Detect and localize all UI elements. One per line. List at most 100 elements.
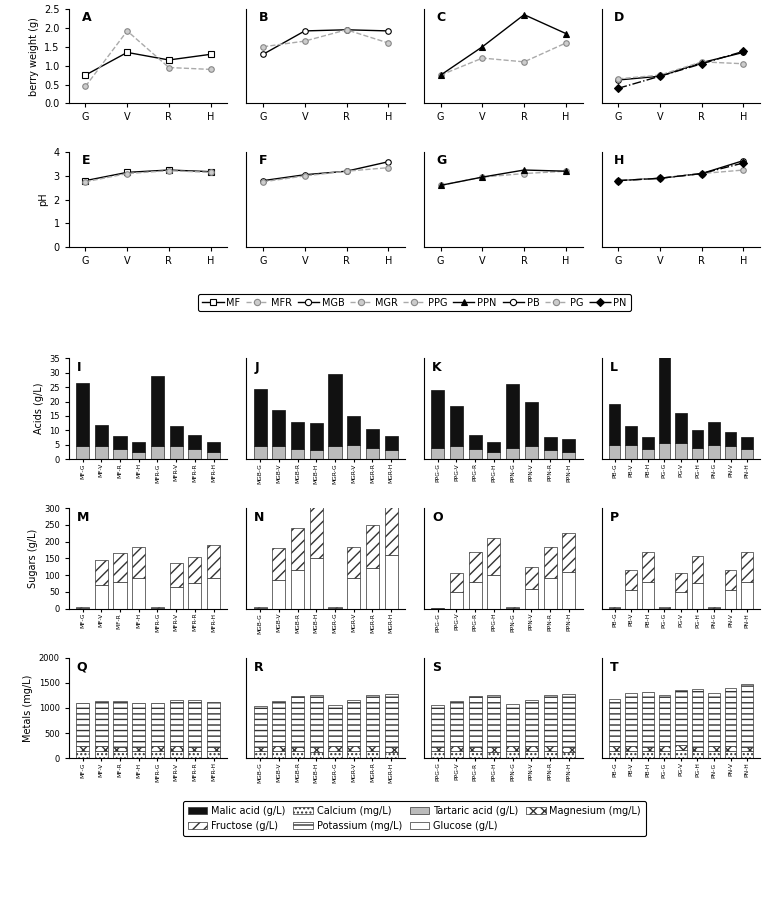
- Bar: [675, 745, 687, 750]
- Bar: [450, 701, 463, 746]
- Bar: [562, 751, 575, 759]
- Bar: [431, 747, 445, 751]
- Bar: [487, 695, 500, 748]
- Y-axis label: Metals (mg/L): Metals (mg/L): [23, 674, 33, 741]
- Bar: [384, 748, 398, 751]
- Bar: [188, 584, 202, 609]
- Bar: [626, 590, 637, 609]
- Bar: [487, 751, 500, 759]
- Bar: [151, 703, 164, 746]
- Text: P: P: [610, 511, 619, 524]
- Bar: [384, 555, 398, 609]
- Bar: [506, 607, 520, 608]
- Bar: [487, 538, 500, 575]
- Bar: [725, 432, 736, 446]
- Bar: [113, 436, 127, 449]
- Bar: [384, 751, 398, 759]
- Bar: [642, 552, 653, 582]
- Bar: [506, 608, 520, 609]
- Text: O: O: [432, 511, 442, 524]
- Bar: [450, 592, 463, 609]
- Bar: [309, 695, 323, 748]
- Bar: [347, 416, 361, 445]
- Bar: [347, 701, 361, 746]
- Bar: [506, 751, 520, 759]
- Bar: [329, 705, 342, 746]
- Bar: [562, 533, 575, 572]
- Bar: [708, 750, 720, 759]
- Bar: [691, 430, 703, 447]
- Bar: [76, 750, 89, 759]
- Bar: [450, 406, 463, 446]
- Bar: [188, 449, 202, 459]
- Bar: [329, 751, 342, 759]
- Bar: [151, 607, 164, 608]
- Bar: [254, 608, 267, 609]
- Bar: [525, 566, 538, 588]
- Bar: [626, 750, 637, 759]
- Bar: [468, 449, 482, 459]
- Text: F: F: [259, 154, 267, 167]
- Bar: [207, 703, 220, 747]
- Bar: [659, 746, 670, 750]
- Bar: [113, 553, 127, 582]
- Bar: [642, 437, 653, 449]
- Bar: [675, 443, 687, 459]
- Bar: [366, 695, 379, 746]
- Bar: [708, 607, 720, 608]
- Bar: [170, 587, 183, 609]
- Bar: [207, 751, 220, 759]
- Bar: [291, 570, 304, 609]
- Bar: [691, 447, 703, 459]
- Text: S: S: [432, 660, 441, 674]
- Bar: [725, 750, 736, 759]
- Bar: [254, 747, 267, 751]
- Bar: [506, 384, 520, 447]
- Bar: [431, 751, 445, 759]
- Bar: [329, 607, 342, 608]
- Bar: [525, 746, 538, 750]
- Bar: [291, 696, 304, 747]
- Bar: [272, 701, 286, 746]
- Bar: [562, 572, 575, 609]
- Bar: [468, 696, 482, 747]
- Bar: [132, 442, 145, 452]
- Text: L: L: [610, 362, 617, 374]
- Bar: [254, 607, 267, 608]
- Bar: [626, 570, 637, 590]
- Bar: [725, 746, 736, 750]
- Bar: [309, 558, 323, 609]
- Bar: [468, 747, 482, 751]
- Bar: [642, 747, 653, 751]
- Bar: [170, 700, 183, 746]
- Bar: [95, 446, 108, 459]
- Bar: [659, 608, 670, 609]
- Bar: [450, 746, 463, 751]
- Bar: [725, 688, 736, 746]
- Legend: Malic acid (g/L), Fructose (g/L), Calcium (mg/L), Potassium (mg/L), Tartaric aci: Malic acid (g/L), Fructose (g/L), Calciu…: [183, 801, 646, 836]
- Bar: [132, 578, 145, 609]
- Bar: [254, 389, 267, 446]
- Bar: [132, 452, 145, 459]
- Bar: [76, 382, 89, 446]
- Bar: [468, 751, 482, 759]
- Bar: [525, 401, 538, 446]
- Bar: [543, 437, 557, 450]
- Bar: [151, 746, 164, 750]
- Bar: [609, 751, 620, 759]
- Bar: [188, 700, 202, 747]
- Bar: [384, 436, 398, 450]
- Bar: [609, 608, 620, 609]
- Bar: [254, 751, 267, 759]
- Bar: [626, 746, 637, 750]
- Bar: [207, 452, 220, 459]
- Bar: [543, 751, 557, 759]
- Bar: [272, 746, 286, 751]
- Bar: [725, 446, 736, 459]
- Bar: [450, 751, 463, 759]
- Bar: [151, 375, 164, 446]
- Bar: [675, 413, 687, 443]
- Bar: [450, 446, 463, 459]
- Bar: [543, 746, 557, 751]
- Bar: [76, 446, 89, 459]
